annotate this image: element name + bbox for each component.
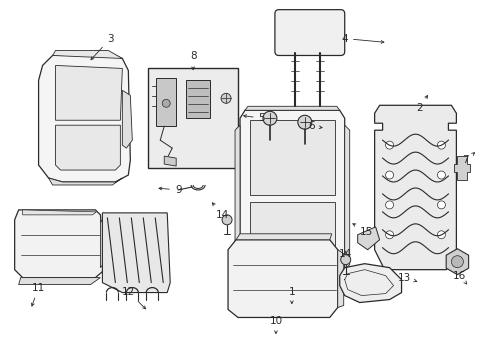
FancyBboxPatch shape <box>274 10 344 55</box>
Text: 11: 11 <box>31 283 45 306</box>
Polygon shape <box>56 66 122 120</box>
Text: 2: 2 <box>415 95 427 113</box>
Circle shape <box>450 256 463 268</box>
Circle shape <box>162 99 170 107</box>
Text: 5: 5 <box>243 113 264 123</box>
Polygon shape <box>337 250 343 307</box>
Circle shape <box>385 141 393 149</box>
Text: 14: 14 <box>212 203 228 220</box>
Polygon shape <box>102 213 170 293</box>
Polygon shape <box>19 278 100 285</box>
FancyBboxPatch shape <box>148 68 238 168</box>
Circle shape <box>437 141 445 149</box>
Circle shape <box>340 255 350 265</box>
Polygon shape <box>236 234 331 240</box>
Text: 10: 10 <box>269 316 282 333</box>
Text: 8: 8 <box>189 51 196 70</box>
Polygon shape <box>244 106 339 110</box>
Polygon shape <box>186 80 210 118</box>
Text: 16: 16 <box>452 271 466 284</box>
Circle shape <box>263 111 276 125</box>
Text: 4: 4 <box>341 33 383 44</box>
Text: 15: 15 <box>352 224 372 237</box>
Circle shape <box>297 115 311 129</box>
Polygon shape <box>52 50 122 58</box>
Polygon shape <box>39 53 130 182</box>
Circle shape <box>385 171 393 179</box>
Polygon shape <box>227 240 337 318</box>
Polygon shape <box>244 285 339 289</box>
Polygon shape <box>122 90 132 148</box>
Polygon shape <box>344 125 349 270</box>
Polygon shape <box>56 125 120 170</box>
Polygon shape <box>357 227 379 250</box>
Text: 1: 1 <box>288 287 295 303</box>
Polygon shape <box>445 249 468 275</box>
Circle shape <box>221 93 230 103</box>
Circle shape <box>437 231 445 239</box>
Text: 14: 14 <box>338 249 352 259</box>
Polygon shape <box>164 156 176 166</box>
Circle shape <box>385 201 393 209</box>
Circle shape <box>437 201 445 209</box>
Polygon shape <box>48 178 122 185</box>
Polygon shape <box>249 202 334 275</box>
Circle shape <box>437 171 445 179</box>
Polygon shape <box>453 156 469 180</box>
Circle shape <box>222 215 232 225</box>
Polygon shape <box>156 78 176 126</box>
Text: 7: 7 <box>461 153 474 165</box>
Polygon shape <box>249 120 334 195</box>
Polygon shape <box>22 210 96 215</box>
Text: 9: 9 <box>159 185 181 195</box>
Polygon shape <box>374 105 455 270</box>
Polygon shape <box>240 110 344 285</box>
Polygon shape <box>15 210 104 278</box>
Text: 3: 3 <box>91 33 114 60</box>
Circle shape <box>385 231 393 239</box>
Polygon shape <box>235 125 240 270</box>
Text: 13: 13 <box>397 273 416 283</box>
Polygon shape <box>100 220 105 268</box>
Polygon shape <box>339 264 401 302</box>
Text: 6: 6 <box>308 121 322 131</box>
Text: 12: 12 <box>122 287 145 309</box>
